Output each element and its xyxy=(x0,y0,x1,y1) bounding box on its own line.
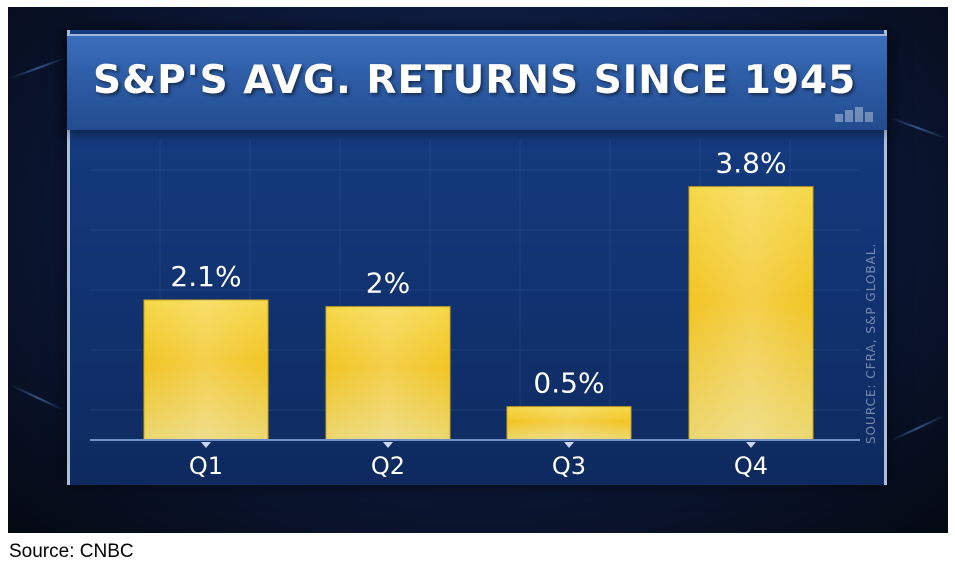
bar-highlight xyxy=(689,186,813,440)
category-tick-marker xyxy=(383,442,393,448)
category-label: Q1 xyxy=(189,452,223,480)
value-label: 3.8% xyxy=(715,147,786,180)
chart-title: S&P'S AVG. RETURNS SINCE 1945 xyxy=(93,58,857,103)
category-label: Q2 xyxy=(371,452,405,480)
value-label: 2.1% xyxy=(170,260,241,293)
category-tick-marker xyxy=(201,442,211,448)
value-label: 2% xyxy=(366,267,410,300)
decorative-bars-icon xyxy=(835,107,873,122)
bar-highlight xyxy=(144,300,268,440)
title-bar: S&P'S AVG. RETURNS SINCE 1945 xyxy=(67,34,887,130)
source-note: SOURCE: CFRA, S&P GLOBAL. xyxy=(864,242,878,444)
labels: 2.1% Q1 2% Q2 0.5% Q3 3.8% Q4 xyxy=(170,147,786,480)
category-tick-marker xyxy=(746,442,756,448)
image-caption: Source: CNBC xyxy=(9,541,134,562)
value-label: 0.5% xyxy=(533,367,604,400)
bars xyxy=(143,186,814,441)
category-tick-marker xyxy=(564,442,574,448)
category-label: Q4 xyxy=(734,452,768,480)
bar-highlight xyxy=(507,406,631,440)
category-label: Q3 xyxy=(552,452,586,480)
bar-highlight xyxy=(326,306,450,440)
